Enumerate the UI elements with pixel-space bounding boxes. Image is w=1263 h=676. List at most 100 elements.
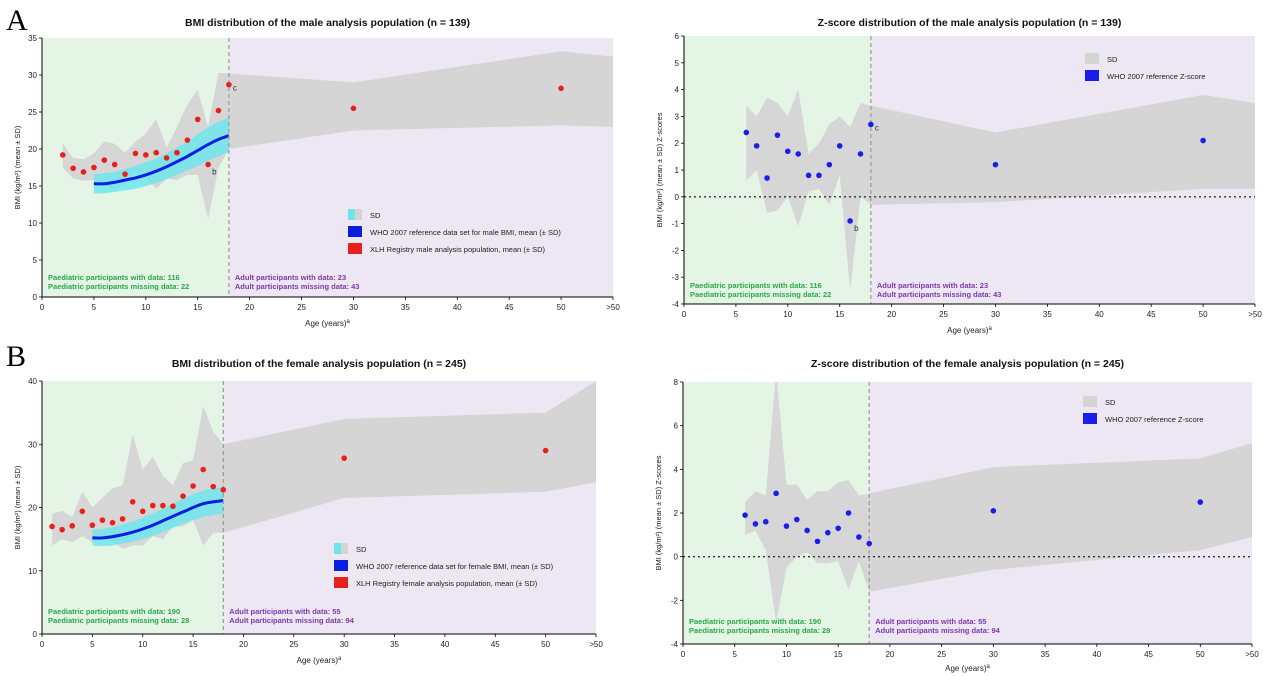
chart2-paediatric-note: Paediatric participants with data: 116	[690, 281, 822, 290]
chart2-ytick-label: 4	[675, 86, 680, 95]
panel-letter-a: A	[6, 4, 28, 37]
chart3-adult-note: Adult participants with data: 55	[229, 607, 340, 616]
chart3-legend-swatch	[334, 560, 348, 571]
chart2-ytick-label: 1	[675, 166, 680, 175]
chart1-xtick-label: 5	[92, 303, 97, 312]
chart4-y-axis-title: BMI (kg/m²) (mean ± SD) Z-scores	[654, 455, 663, 570]
chart2-sd-band	[746, 89, 1255, 291]
chart2-legend: SD WHO 2007 reference Z-score	[1085, 53, 1205, 81]
chart1-point-label: c	[233, 84, 237, 93]
chart2-ytick-label: -1	[672, 220, 680, 229]
chart1-y-axis-title: BMI (kg/m²) (mean ± SD)	[13, 125, 22, 209]
chart1-xtick-label: 40	[453, 303, 462, 312]
chart4-point	[752, 521, 759, 527]
chart-panel-1: b c 0 5 10 15 20 25 30 35 0 5 10 15 20 25 30 35 40 45 50 >50 B…	[13, 17, 620, 328]
chart4-title: Z-score distribution of the female analy…	[811, 358, 1124, 370]
chart3-x-axis-title: Age (years)a	[297, 656, 342, 665]
chart1-point-label: b	[212, 168, 217, 177]
chart3-xtick-label: 0	[40, 640, 45, 649]
chart2-point	[805, 172, 812, 179]
chart4-legend: SD WHO 2007 reference Z-score	[1083, 396, 1203, 424]
chart1-point	[122, 171, 128, 177]
chart3-ytick-label: 20	[28, 504, 37, 513]
chart1-xtick-label: 25	[297, 303, 306, 312]
chart3-xtick-label: 45	[491, 640, 500, 649]
chart4-point	[845, 510, 852, 516]
chart2-xtick-label: 40	[1095, 310, 1104, 319]
chart2-point-label: b	[854, 224, 859, 233]
chart2-xtick-label: 35	[1043, 310, 1052, 319]
chart2-xtick-label: >50	[1248, 310, 1262, 319]
chart1-point	[194, 116, 201, 123]
chart3-legend-swatch	[334, 577, 348, 588]
chart4-point	[1197, 499, 1204, 505]
chart2-point	[816, 172, 822, 179]
chart1-point	[91, 164, 97, 171]
chart3-xtick-label: 40	[440, 640, 449, 649]
chart4-ytick-label: -2	[671, 596, 679, 605]
chart1-point	[558, 85, 564, 92]
chart4-xtick-label: 5	[733, 650, 738, 659]
chart2-point	[795, 151, 801, 157]
chart4-ytick-label: 6	[674, 422, 679, 431]
chart1-xtick-label: 15	[193, 303, 202, 312]
chart1-point	[184, 137, 191, 143]
chart3-paediatric-note: Paediatric participants with data: 190	[48, 607, 180, 616]
chart1-xtick-label: 10	[141, 303, 150, 312]
chart4-xtick-label: 40	[1092, 650, 1101, 659]
chart3-y-axis-title: BMI (kg/m²) (mean ± SD)	[13, 465, 22, 549]
chart4-xtick-label: >50	[1245, 650, 1259, 659]
chart2-point	[992, 161, 999, 168]
chart4-xtick-label: 25	[937, 650, 946, 659]
chart2-ytick-label: 0	[675, 193, 680, 202]
chart2-paediatric-note: Paediatric participants missing data: 22	[690, 290, 831, 299]
chart2-ytick-label: 6	[675, 32, 680, 41]
chart3-point	[79, 508, 86, 515]
chart4-point	[742, 512, 748, 518]
chart3-xtick-label: 5	[90, 640, 95, 649]
chart2-xtick-label: 30	[991, 310, 1000, 319]
chart3-xtick-label: 20	[239, 640, 248, 649]
chart2-point	[785, 148, 791, 155]
chart3-point	[180, 493, 186, 499]
chart3-legend-label: XLH Registry female analysis population,…	[356, 579, 538, 588]
chart1-point	[153, 149, 159, 156]
chart4-ytick-label: -4	[671, 640, 679, 649]
chart2-point	[753, 143, 760, 149]
chart4-x-axis-title: Age (years)a	[945, 664, 990, 673]
chart4-point	[804, 527, 810, 534]
chart4-paediatric-note: Paediatric participants missing data: 28	[689, 626, 830, 635]
chart4-point	[856, 534, 862, 540]
chart2-adult-note: Adult participants with data: 23	[877, 281, 988, 290]
chart4-legend-swatch	[1083, 396, 1097, 407]
chart1-point	[80, 169, 87, 175]
chart2-xtick-label: 15	[835, 310, 844, 319]
chart1-point	[132, 150, 139, 157]
chart2-adult-note: Adult participants missing data: 43	[877, 290, 1002, 299]
chart2-legend-swatch	[1085, 53, 1099, 64]
chart2-ytick-label: 5	[675, 59, 680, 68]
chart4-ytick-label: 0	[674, 553, 679, 562]
chart2-ytick-label: 3	[675, 112, 680, 121]
chart3-legend-swatch	[341, 543, 348, 554]
chart3-point	[200, 466, 206, 473]
chart1-adult-note: Adult participants missing data: 43	[235, 282, 360, 291]
chart2-point-label: c	[875, 123, 879, 132]
chart1-point	[70, 165, 76, 172]
chart3-who-sd-band	[92, 487, 224, 547]
chart1-point	[111, 161, 118, 168]
chart2-ytick-label: -3	[672, 273, 680, 282]
chart2-point	[857, 151, 864, 157]
chart1-ytick-label: 15	[28, 182, 37, 191]
chart4-xtick-label: 15	[834, 650, 843, 659]
chart4-point	[990, 508, 997, 514]
chart1-xtick-label: 45	[505, 303, 514, 312]
chart1-legend-swatch	[355, 209, 362, 220]
chart1-legend-swatch	[348, 243, 362, 254]
chart3-xtick-label: 25	[289, 640, 298, 649]
chart3-ytick-label: 30	[28, 440, 37, 449]
chart3-adult-note: Adult participants missing data: 94	[229, 616, 354, 625]
chart1-ytick-label: 25	[28, 108, 37, 117]
chart3-legend-swatch	[334, 543, 341, 554]
